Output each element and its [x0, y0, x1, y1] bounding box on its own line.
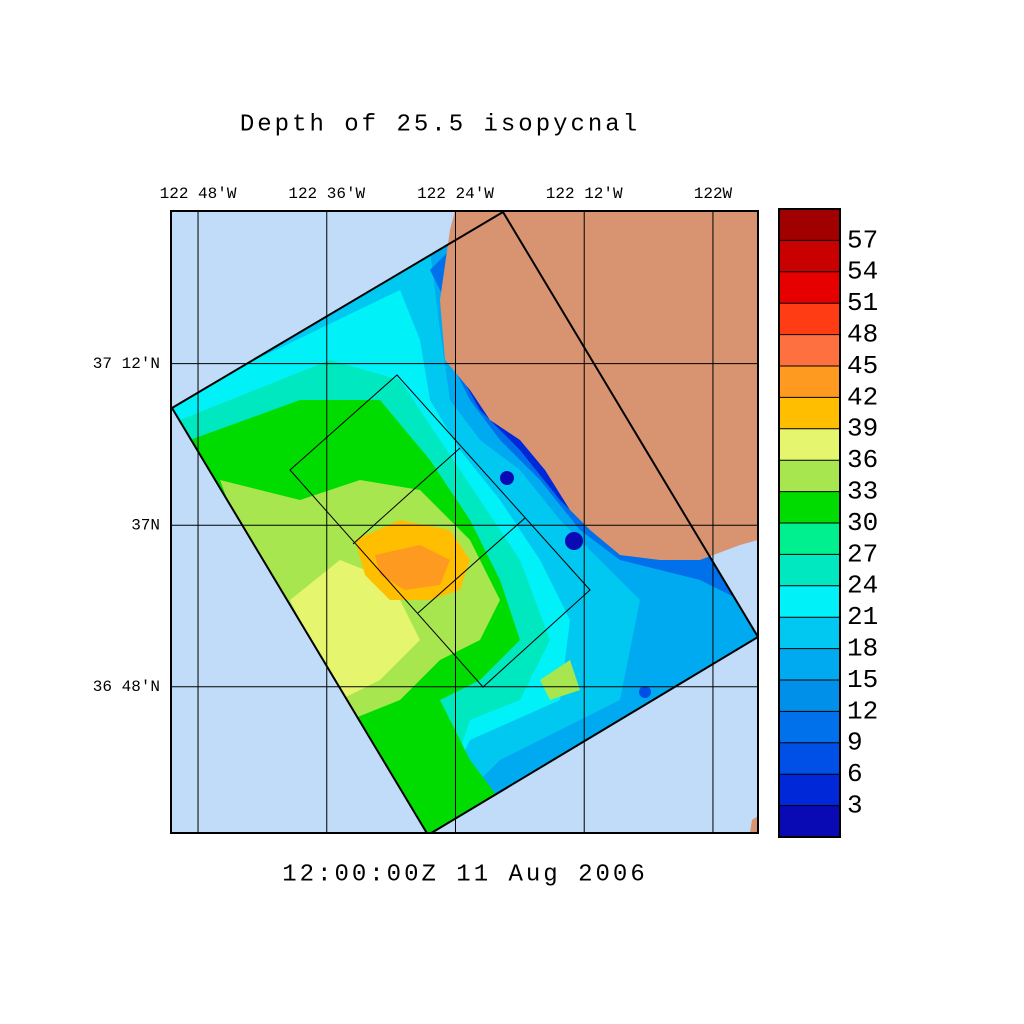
- y-tick-label: 37 12'N: [93, 355, 160, 373]
- y-tick-label: 36 48'N: [93, 678, 160, 696]
- colorbar-swatch: [779, 805, 840, 837]
- colorbar-swatch: [779, 491, 840, 523]
- colorbar-swatch: [779, 742, 840, 775]
- x-tick-label: 122 36'W: [288, 185, 365, 203]
- land: [750, 816, 758, 833]
- colorbar-swatch: [779, 209, 840, 241]
- colorbar-label: 12: [847, 696, 878, 726]
- map: [171, 211, 758, 833]
- colorbar-label: 18: [847, 633, 878, 663]
- model-domain: [171, 211, 758, 833]
- colorbar-swatch: [779, 397, 840, 429]
- colorbar-label: 39: [847, 414, 878, 444]
- colorbar-swatch: [779, 240, 840, 272]
- colorbar-swatch: [779, 303, 840, 335]
- x-tick-label: 122 12'W: [546, 185, 623, 203]
- colorbar-swatch: [779, 680, 840, 712]
- colorbar-label: 27: [847, 539, 878, 569]
- colorbar-label: 36: [847, 445, 878, 475]
- colorbar-swatch: [779, 271, 840, 304]
- colorbar-label: 3: [847, 790, 863, 820]
- inner-boxes: [289, 374, 591, 688]
- land: [440, 211, 758, 560]
- colorbar-label: 54: [847, 257, 878, 287]
- colorbar-swatch: [779, 334, 840, 366]
- y-tick-label: 37N: [131, 516, 160, 534]
- colorbar-label: 30: [847, 508, 878, 538]
- colorbar-label: 9: [847, 728, 863, 758]
- colorbar-label: 21: [847, 602, 878, 632]
- colorbar-swatch: [779, 617, 840, 649]
- colorbar-label: 42: [847, 382, 878, 412]
- x-tick-label: 122 48'W: [160, 185, 237, 203]
- colorbar-label: 24: [847, 571, 878, 601]
- colorbar-swatch: [779, 460, 840, 492]
- colorbar-swatch: [779, 554, 840, 586]
- colorbar-label: 33: [847, 476, 878, 506]
- map-frame: [170, 210, 759, 834]
- colorbar-label: 45: [847, 351, 878, 381]
- colorbar-label: 15: [847, 665, 878, 695]
- colorbar-label: 51: [847, 288, 878, 318]
- colorbar-label: 57: [847, 225, 878, 255]
- colorbar-label: 6: [847, 759, 863, 789]
- colorbar-swatch: [779, 428, 840, 461]
- x-tick-label: 122W: [694, 185, 733, 203]
- colorbar-label: 48: [847, 319, 878, 349]
- colorbar-swatch: [779, 523, 840, 555]
- title: Depth of 25.5 isopycnal: [240, 111, 640, 138]
- colorbar-swatch: [779, 774, 840, 806]
- x-tick-label: 122 24'W: [417, 185, 494, 203]
- time-label: 12:00:00Z 11 Aug 2006: [282, 861, 647, 888]
- colorbar-swatch: [779, 585, 840, 618]
- colorbar-swatch: [779, 366, 840, 398]
- colorbar-swatch: [779, 648, 840, 680]
- colorbar-swatch: [779, 711, 840, 743]
